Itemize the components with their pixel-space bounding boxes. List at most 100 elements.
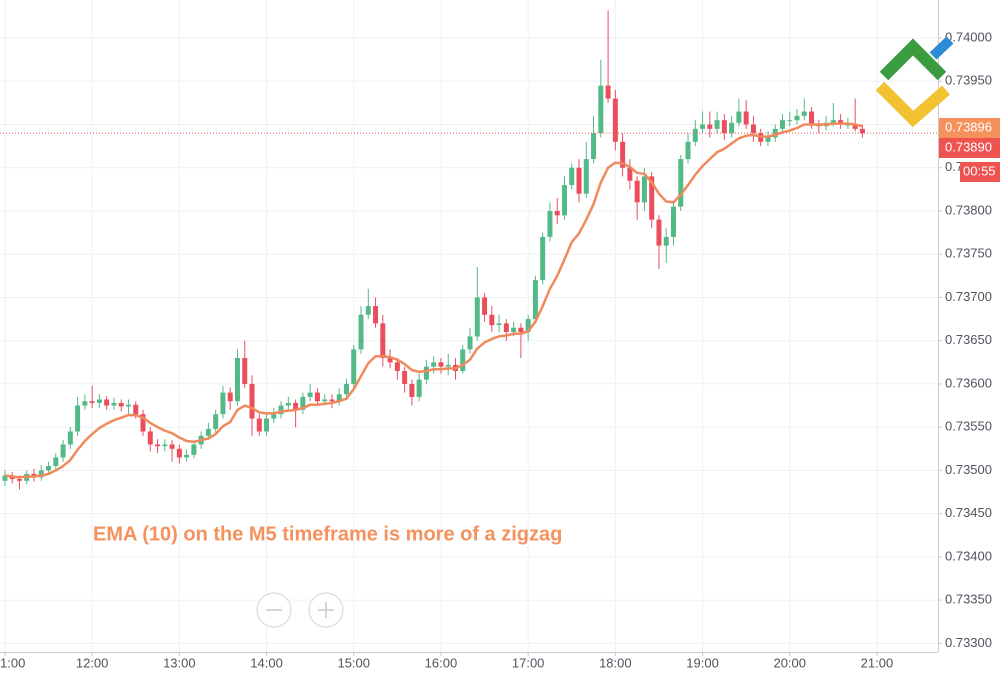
candle-body xyxy=(852,124,858,129)
candle-body xyxy=(787,120,793,122)
y-tick-label: 0.73800 xyxy=(945,202,992,217)
candle-body xyxy=(67,431,73,445)
candle-body xyxy=(89,401,95,403)
candle-body xyxy=(547,210,553,237)
candle-body xyxy=(242,357,248,384)
x-tick-label: 14:00 xyxy=(250,655,283,670)
candle-body xyxy=(598,85,604,134)
x-tick-label: 15:00 xyxy=(337,655,370,670)
x-tick-label: 18:00 xyxy=(599,655,632,670)
candle-body xyxy=(445,364,451,367)
logo-blue xyxy=(929,36,954,60)
candle-body xyxy=(714,120,720,129)
price-label-box xyxy=(939,137,1000,158)
candle-body xyxy=(373,306,379,324)
candle-body xyxy=(416,379,422,397)
candle-body xyxy=(147,431,153,445)
logo xyxy=(875,36,954,128)
price-label: 0.73896 xyxy=(945,119,992,134)
candle-body xyxy=(82,401,88,406)
candle-body xyxy=(859,128,865,134)
x-tick-label: 20:00 xyxy=(773,655,806,670)
candle-body xyxy=(176,448,182,458)
candle-body xyxy=(111,402,117,406)
candle-body xyxy=(162,444,168,447)
x-tick-label: 17:00 xyxy=(512,655,545,670)
candle-body xyxy=(46,466,52,471)
candle-body xyxy=(2,475,8,481)
axes: 0.73300 0.73350 0.73400 0.73450 0.73500 0.735… xyxy=(0,29,992,670)
zoom-out-button[interactable] xyxy=(256,592,292,628)
candle-body xyxy=(779,120,785,129)
candle-body xyxy=(438,362,444,367)
y-tick-label: 0.73450 xyxy=(945,505,992,520)
candle-body xyxy=(591,133,597,160)
candle-body xyxy=(423,366,429,380)
candle-body xyxy=(96,399,102,403)
y-tick-label: 0.73400 xyxy=(945,548,992,563)
y-tick-label: 0.74000 xyxy=(945,29,992,44)
y-tick-label: 0.73750 xyxy=(945,246,992,261)
candle-body xyxy=(627,167,633,181)
candle-body xyxy=(38,470,44,478)
candle-body xyxy=(351,349,357,384)
y-tick-label: 0.73700 xyxy=(945,289,992,304)
candle-body xyxy=(293,402,299,410)
candle-body xyxy=(482,297,488,315)
candle-body xyxy=(104,399,110,406)
y-tick-label: 0.73500 xyxy=(945,462,992,477)
candle-body xyxy=(220,392,226,415)
logo-green xyxy=(879,38,947,81)
candle-body xyxy=(750,124,756,134)
y-tick-label: 0.73600 xyxy=(945,375,992,390)
candle-body xyxy=(285,402,291,406)
candle-body xyxy=(402,370,408,384)
zoom-in-button[interactable] xyxy=(308,592,344,628)
candle-body xyxy=(365,306,371,315)
candle-body xyxy=(307,392,313,397)
candle-body xyxy=(496,323,502,326)
candle-body xyxy=(612,98,618,142)
countdown-box xyxy=(960,161,1000,182)
candle-body xyxy=(663,236,669,246)
candle-body xyxy=(489,314,495,326)
candle-body xyxy=(670,206,676,237)
annotation: EMA (10) on the M5 timeframe is more of … xyxy=(93,523,562,545)
x-tick-label: 12:00 xyxy=(76,655,109,670)
candle-body xyxy=(721,120,727,134)
candle-body xyxy=(641,176,647,203)
candle-body xyxy=(336,394,342,402)
candle-body xyxy=(525,319,531,333)
candle-body xyxy=(234,357,240,402)
candle-body xyxy=(256,418,262,432)
candle-body xyxy=(532,280,538,320)
candle-body xyxy=(75,405,81,432)
candle-body xyxy=(583,159,589,194)
candle-body xyxy=(358,314,364,350)
candle-body xyxy=(765,137,771,142)
candle-body xyxy=(322,399,328,402)
candle-body xyxy=(118,402,124,407)
candle-body xyxy=(830,120,836,123)
candle-body xyxy=(431,362,437,367)
candle-body xyxy=(53,457,59,467)
candle-body xyxy=(801,111,807,116)
price-label-box xyxy=(939,117,1000,138)
candle-body xyxy=(278,405,284,415)
y-tick-label: 0.73650 xyxy=(945,332,992,347)
candle-body xyxy=(169,444,175,449)
candle-body xyxy=(474,297,480,337)
candle-body xyxy=(518,327,524,333)
candle-body xyxy=(794,115,800,121)
candle-body xyxy=(460,349,466,371)
y-tick-label: 0.73950 xyxy=(945,73,992,88)
candle-body xyxy=(838,120,844,125)
candle-body xyxy=(184,454,190,458)
candle-body xyxy=(772,128,778,138)
x-tick-label: 13:00 xyxy=(163,655,196,670)
candle-body xyxy=(264,418,270,432)
candle-body xyxy=(314,392,320,402)
